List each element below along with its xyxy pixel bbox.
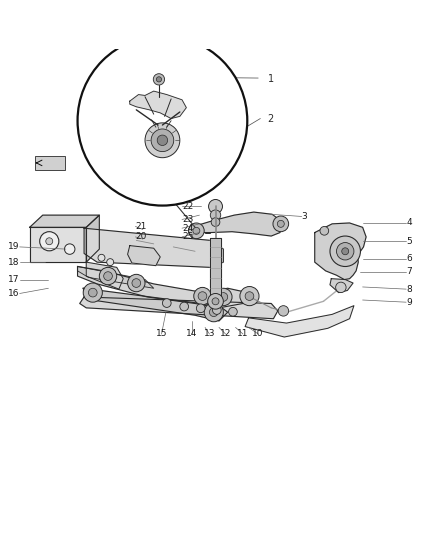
Polygon shape xyxy=(130,91,186,118)
Text: 7: 7 xyxy=(406,267,412,276)
Text: 15: 15 xyxy=(156,329,167,338)
Circle shape xyxy=(162,298,171,308)
Polygon shape xyxy=(86,262,123,289)
Text: 14: 14 xyxy=(186,329,198,338)
Circle shape xyxy=(46,238,53,245)
Text: 4: 4 xyxy=(406,219,412,228)
Text: 25: 25 xyxy=(182,232,194,241)
Text: 20: 20 xyxy=(135,232,147,241)
Circle shape xyxy=(99,268,117,285)
Circle shape xyxy=(83,283,102,302)
Text: 5: 5 xyxy=(406,237,412,246)
Text: 12: 12 xyxy=(220,329,231,338)
Polygon shape xyxy=(210,238,221,297)
Circle shape xyxy=(229,308,237,316)
Circle shape xyxy=(198,292,207,301)
Circle shape xyxy=(278,305,289,316)
Circle shape xyxy=(180,302,188,311)
Text: 1: 1 xyxy=(268,75,274,84)
Text: 9: 9 xyxy=(406,298,412,306)
Text: 13: 13 xyxy=(204,329,215,338)
Polygon shape xyxy=(78,266,252,308)
Circle shape xyxy=(204,303,223,322)
Text: 23: 23 xyxy=(182,215,194,224)
Circle shape xyxy=(145,123,180,158)
Polygon shape xyxy=(191,212,282,236)
Circle shape xyxy=(273,216,289,232)
Circle shape xyxy=(107,259,114,265)
Text: 10: 10 xyxy=(252,329,264,338)
Circle shape xyxy=(212,305,221,314)
Text: 21: 21 xyxy=(135,222,147,231)
Text: 19: 19 xyxy=(8,243,20,252)
Polygon shape xyxy=(30,228,86,262)
Circle shape xyxy=(156,77,162,82)
FancyBboxPatch shape xyxy=(35,156,65,170)
Circle shape xyxy=(211,218,220,227)
Text: 18: 18 xyxy=(8,257,20,266)
Circle shape xyxy=(245,292,254,301)
Polygon shape xyxy=(127,246,160,265)
Text: 2: 2 xyxy=(268,115,274,124)
Circle shape xyxy=(212,298,219,305)
Text: 8: 8 xyxy=(406,285,412,294)
Polygon shape xyxy=(86,215,99,262)
Text: 3: 3 xyxy=(302,212,307,221)
Polygon shape xyxy=(315,223,366,279)
Text: 11: 11 xyxy=(237,329,249,338)
Polygon shape xyxy=(330,279,353,293)
Circle shape xyxy=(188,223,204,239)
Circle shape xyxy=(342,248,349,255)
Circle shape xyxy=(196,304,205,313)
Text: 24: 24 xyxy=(182,224,193,233)
Circle shape xyxy=(208,294,223,309)
Circle shape xyxy=(330,236,360,266)
Circle shape xyxy=(320,227,328,235)
Circle shape xyxy=(127,274,145,292)
Polygon shape xyxy=(84,228,223,268)
Text: 17: 17 xyxy=(8,275,20,284)
Circle shape xyxy=(88,288,97,297)
Polygon shape xyxy=(80,297,278,319)
Circle shape xyxy=(215,288,232,305)
Circle shape xyxy=(336,282,346,293)
Circle shape xyxy=(240,287,259,305)
Circle shape xyxy=(208,199,223,213)
Polygon shape xyxy=(245,305,354,337)
Circle shape xyxy=(193,228,200,235)
Circle shape xyxy=(40,232,59,251)
Circle shape xyxy=(153,74,165,85)
Circle shape xyxy=(336,243,354,260)
Text: FWD: FWD xyxy=(41,158,60,167)
Circle shape xyxy=(209,308,218,317)
Circle shape xyxy=(98,254,105,261)
Text: 16: 16 xyxy=(8,289,20,298)
Circle shape xyxy=(194,287,211,305)
Polygon shape xyxy=(30,215,99,228)
Text: 22: 22 xyxy=(182,202,193,211)
Circle shape xyxy=(277,220,284,228)
Circle shape xyxy=(78,36,247,206)
Circle shape xyxy=(151,129,174,151)
Circle shape xyxy=(157,135,168,146)
Polygon shape xyxy=(78,266,154,288)
Circle shape xyxy=(104,272,113,280)
Circle shape xyxy=(64,244,75,254)
Polygon shape xyxy=(83,288,228,321)
Circle shape xyxy=(132,279,141,287)
Circle shape xyxy=(219,293,228,301)
Text: 6: 6 xyxy=(406,254,412,263)
Circle shape xyxy=(210,210,221,220)
